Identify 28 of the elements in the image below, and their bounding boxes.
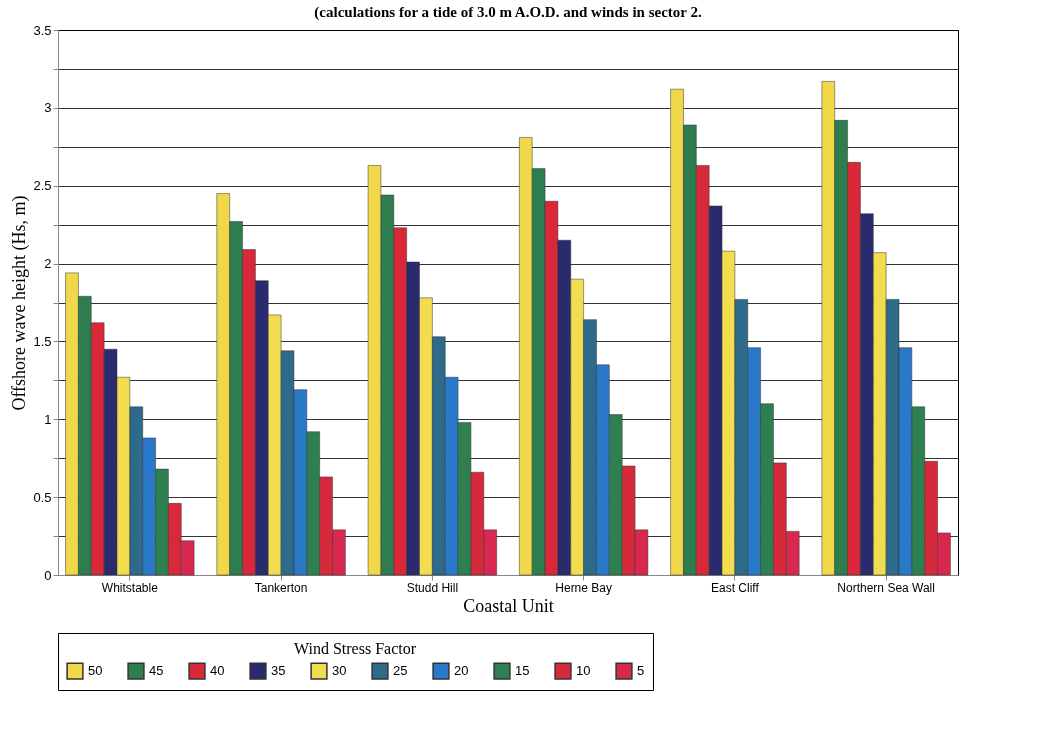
x-tick-label: Herne Bay — [555, 580, 612, 595]
x-tick-label: Whitstable — [101, 580, 159, 595]
legend-label: 10 — [576, 663, 591, 679]
legend-label: 20 — [454, 663, 469, 679]
x-axis-title: Coastal Unit — [463, 595, 554, 616]
x-tick-label: Tankerton — [254, 580, 308, 595]
y-tick-label: 0 — [44, 567, 52, 583]
x-tick-label: Northern Sea Wall — [837, 580, 935, 595]
y-tick-label: 3.5 — [33, 22, 52, 38]
y-tick-label: 2 — [44, 256, 52, 272]
legend-label: 5 — [637, 663, 645, 679]
y-axis-title: Offshore wave height (Hs, m) — [9, 195, 31, 411]
y-tick-label: 0.5 — [33, 489, 52, 505]
y-tick-label: 2.5 — [33, 178, 52, 194]
legend-label: 25 — [393, 663, 408, 679]
legend-label: 35 — [271, 663, 286, 679]
legend-label: 40 — [210, 663, 225, 679]
y-tick-label: 1.5 — [33, 333, 52, 349]
legend-label: 50 — [88, 663, 103, 679]
y-tick-label: 3 — [44, 100, 52, 116]
chart-title: (calculations for a tide of 3.0 m A.O.D. and winds in sector 2. — [314, 4, 702, 21]
x-tick-label: Studd Hill — [406, 580, 459, 595]
y-tick-label: 1 — [44, 411, 52, 427]
legend-label: 15 — [515, 663, 530, 679]
x-tick-label: East Cliff — [710, 580, 760, 595]
legend-label: 30 — [332, 663, 347, 679]
legend-title: Wind Stress Factor — [293, 640, 417, 657]
legend-label: 45 — [149, 663, 164, 679]
